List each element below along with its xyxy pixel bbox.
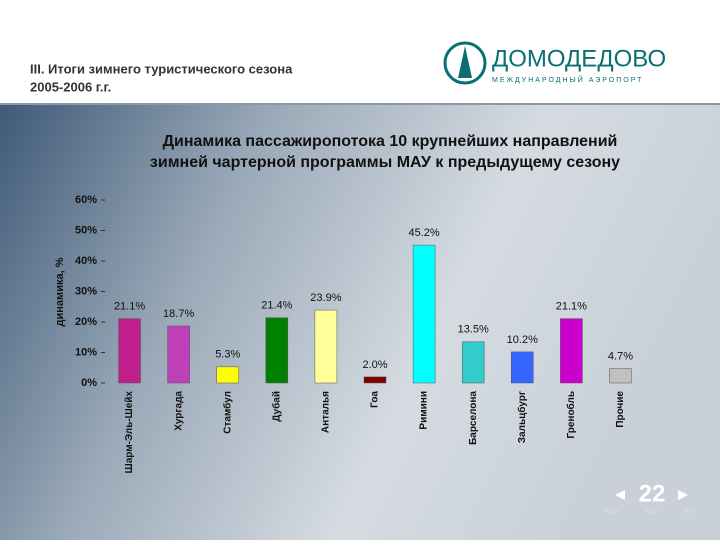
value-label: 2.0%: [362, 359, 387, 371]
y-tick-label: 40%: [75, 255, 97, 267]
y-tick-label: 20%: [75, 316, 97, 328]
logo-name: ДОМОДЕДОВО: [492, 45, 666, 72]
x-tick-label: Хургада: [173, 391, 184, 431]
bar: [216, 366, 239, 384]
bar: [167, 325, 190, 384]
header-bg: [0, 0, 720, 104]
value-label: 45.2%: [408, 227, 439, 239]
bar: [363, 376, 387, 384]
x-tick-label: Зальцбург: [516, 391, 528, 443]
header-title: III. Итоги зимнего туристического сезона: [30, 61, 293, 76]
nav-label: NEXT: [683, 509, 696, 515]
chart-title: Динамика пассажиропотока 10 крупнейших н…: [163, 133, 618, 150]
page-number: 22: [639, 480, 666, 507]
chart-title: зимней чартерной программы МАУ к предыду…: [150, 154, 620, 171]
bar: [461, 341, 485, 384]
y-tick-label: 50%: [75, 224, 97, 236]
bar: [314, 309, 338, 384]
x-tick-label: Гоа: [370, 391, 381, 408]
x-tick-label: Римини: [419, 391, 430, 430]
y-tick-label: 0%: [81, 377, 97, 389]
x-tick-label: Анталья: [321, 391, 332, 433]
header-title: 2005-2006 г.г.: [30, 79, 111, 94]
value-label: 5.3%: [215, 349, 240, 361]
x-tick-label: Дубай: [270, 391, 282, 422]
bar: [265, 317, 289, 384]
nav-label: BACK: [605, 509, 619, 515]
y-axis-label: динамика, %: [54, 257, 66, 326]
x-tick-label: Гренобль: [565, 391, 577, 439]
value-label: 18.7%: [163, 308, 194, 320]
value-label: 21.4%: [261, 300, 292, 312]
value-label: 13.5%: [458, 324, 489, 336]
x-tick-label: Шарм-Эль-Шейх: [124, 391, 135, 474]
value-label: 23.9%: [310, 292, 341, 304]
x-tick-label: Стамбул: [221, 391, 233, 434]
value-label: 21.1%: [556, 301, 587, 313]
bar: [412, 244, 436, 384]
logo-subtitle: МЕЖДУНАРОДНЫЙ АЭРОПОРТ: [492, 75, 643, 84]
value-label: 21.1%: [114, 301, 145, 313]
logo: ДОМОДЕДОВО МЕЖДУНАРОДНЫЙ АЭРОПОРТ: [443, 41, 666, 85]
y-tick-label: 10%: [75, 346, 97, 358]
bar: [511, 351, 534, 384]
bar: [118, 318, 141, 384]
y-tick-label: 60%: [75, 194, 97, 206]
x-tick-label: Барселона: [468, 391, 479, 445]
logo-icon: [458, 46, 472, 78]
bar: [560, 318, 583, 384]
y-tick-label: 30%: [75, 285, 97, 297]
nav-label: PAGE: [645, 509, 659, 515]
value-label: 4.7%: [608, 351, 633, 363]
value-label: 10.2%: [507, 334, 538, 346]
x-tick-label: Прочие: [615, 391, 626, 428]
bar: [609, 368, 632, 384]
